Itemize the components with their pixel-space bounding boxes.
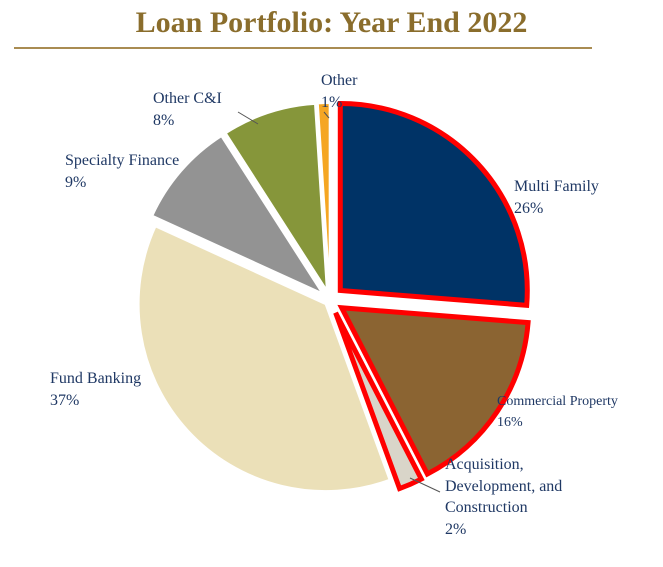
slice-labels: Multi Family 26% Commercial Property 16%… bbox=[50, 72, 618, 538]
chart-title: Loan Portfolio: Year End 2022 bbox=[135, 6, 528, 39]
title-underline bbox=[14, 47, 592, 49]
label-fund-banking-pct: 37% bbox=[50, 392, 79, 409]
label-other-name: Other bbox=[321, 72, 358, 89]
label-commercial-name: Commercial Property bbox=[497, 394, 618, 409]
label-other-ci-name: Other C&I bbox=[153, 90, 222, 107]
leader-line-other-ci bbox=[237, 111, 259, 125]
label-other-pct: 1% bbox=[321, 94, 342, 111]
label-multi-family-pct: 26% bbox=[514, 200, 543, 217]
label-fund-banking-name: Fund Banking bbox=[50, 370, 141, 387]
pie-slice-specialty-finance bbox=[151, 134, 326, 296]
pie-slice-other-c-i bbox=[224, 102, 329, 295]
pie-slice-commercial-property bbox=[337, 304, 531, 478]
label-other-ci-pct: 8% bbox=[153, 112, 174, 129]
label-specialty-pct: 9% bbox=[65, 174, 86, 191]
label-adc-line3: Construction bbox=[445, 499, 528, 516]
label-multi-family-name: Multi Family bbox=[514, 178, 599, 195]
leader-line-adc bbox=[409, 477, 441, 493]
pie-slice-fund-banking bbox=[137, 225, 391, 493]
pie-slice-multi-family bbox=[337, 100, 530, 309]
leader-lines bbox=[237, 111, 441, 493]
label-adc-pct: 2% bbox=[445, 521, 466, 538]
label-commercial-pct: 16% bbox=[497, 415, 523, 430]
pie-slice-acquisition-development-and-construction bbox=[333, 311, 425, 492]
pie-slices bbox=[137, 100, 531, 493]
label-adc-line2: Development, and bbox=[445, 478, 562, 495]
label-specialty-name: Specialty Finance bbox=[65, 152, 179, 169]
label-adc-line1: Acquisition, bbox=[445, 456, 524, 473]
leader-line-other bbox=[323, 111, 330, 119]
pie-slice-other bbox=[316, 102, 331, 291]
